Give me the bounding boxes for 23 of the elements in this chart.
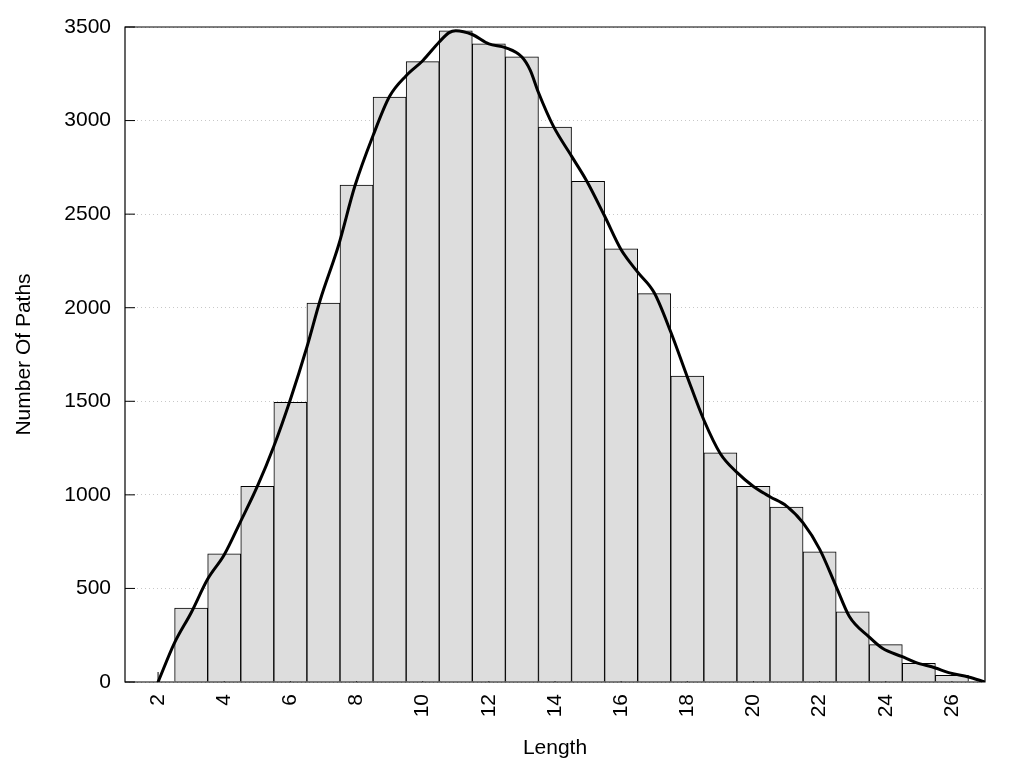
y-tick-label: 2500 (64, 200, 111, 224)
x-tick-label: 24 (872, 693, 896, 718)
y-tick-label: 500 (75, 575, 111, 599)
x-tick-label: 18 (674, 694, 698, 718)
y-tick-label: 1000 (64, 481, 111, 505)
y-tick-label: 0 (99, 668, 111, 692)
x-tick-label: 26 (938, 694, 962, 718)
y-tick-label: 3500 (64, 13, 111, 37)
y-axis-title: Number Of Paths (11, 273, 35, 436)
x-tick-label: 12 (475, 694, 499, 718)
y-tick-label: 3000 (64, 107, 111, 131)
x-tick-label: 14 (541, 693, 565, 718)
x-tick-label: 20 (740, 694, 764, 718)
x-tick-label: 10 (409, 694, 433, 718)
y-tick-label: 2000 (64, 294, 111, 318)
y-tick-label: 1500 (64, 388, 111, 412)
x-tick-label: 2 (144, 694, 168, 706)
x-tick-label: 4 (211, 693, 235, 706)
x-tick-label: 8 (343, 694, 367, 706)
x-tick-label: 6 (277, 694, 301, 706)
x-axis-title: Length (522, 735, 588, 759)
x-tick-label: 16 (607, 694, 631, 718)
x-tick-label: 22 (806, 694, 830, 718)
